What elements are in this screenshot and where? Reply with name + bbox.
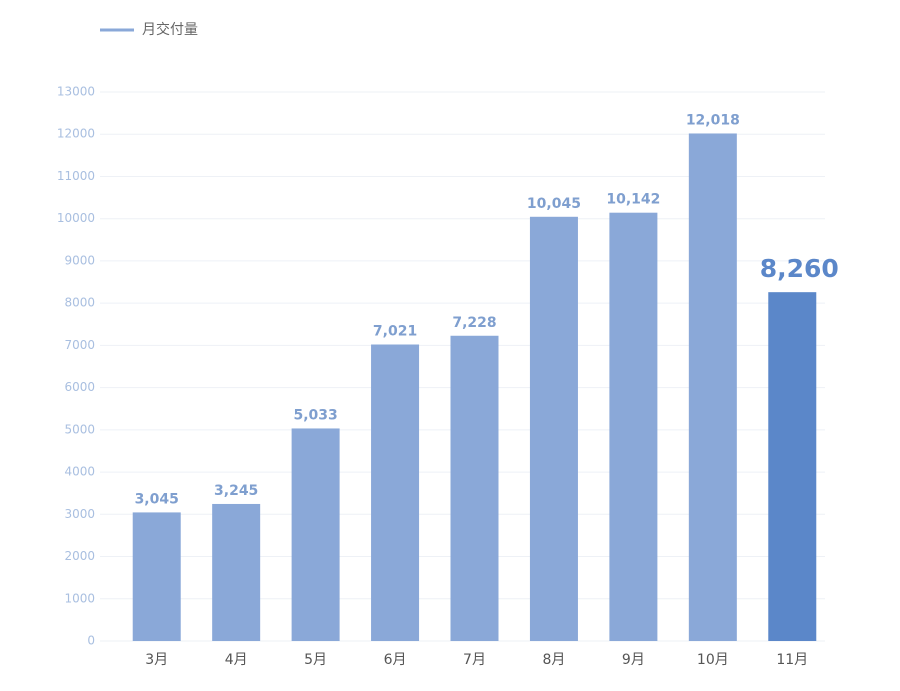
x-tick-label: 7月 [463,652,486,668]
y-tick-label: 0 [87,634,95,648]
value-label: 10,142 [606,192,660,208]
value-label: 3,245 [214,483,258,499]
x-tick-label: 3月 [145,652,168,668]
y-tick-label: 8000 [64,296,95,310]
bar [688,133,737,641]
value-label: 7,228 [452,315,496,331]
value-label: 5,033 [293,407,337,423]
y-tick-label: 12000 [57,127,95,141]
y-tick-label: 1000 [64,591,95,605]
bar [132,512,181,641]
y-tick-label: 5000 [64,422,95,436]
value-label: 8,260 [760,254,839,283]
bar [768,292,817,641]
y-tick-label: 10000 [57,211,95,225]
bar [529,216,578,641]
y-tick-label: 3000 [64,507,95,521]
x-tick-label: 8月 [542,652,565,668]
x-tick-label: 4月 [225,652,248,668]
bar [291,428,340,641]
x-tick-label: 10月 [697,652,729,668]
y-tick-label: 2000 [64,549,95,563]
bar [450,335,499,641]
value-label: 12,018 [686,112,740,128]
y-tick-label: 4000 [64,465,95,479]
bar [371,344,420,641]
bar [212,503,261,641]
value-label: 7,021 [373,323,417,339]
value-label: 3,045 [135,491,179,507]
y-tick-label: 6000 [64,380,95,394]
x-tick-label: 9月 [622,652,645,668]
value-label: 10,045 [527,196,581,212]
x-tick-label: 11月 [776,652,808,668]
y-tick-label: 13000 [57,85,95,99]
y-tick-label: 7000 [64,338,95,352]
x-tick-label: 6月 [384,652,407,668]
legend-label: 月交付量 [142,21,198,38]
bar [609,212,658,641]
y-tick-label: 9000 [64,253,95,267]
y-tick-label: 11000 [57,169,95,183]
x-tick-label: 5月 [304,652,327,668]
